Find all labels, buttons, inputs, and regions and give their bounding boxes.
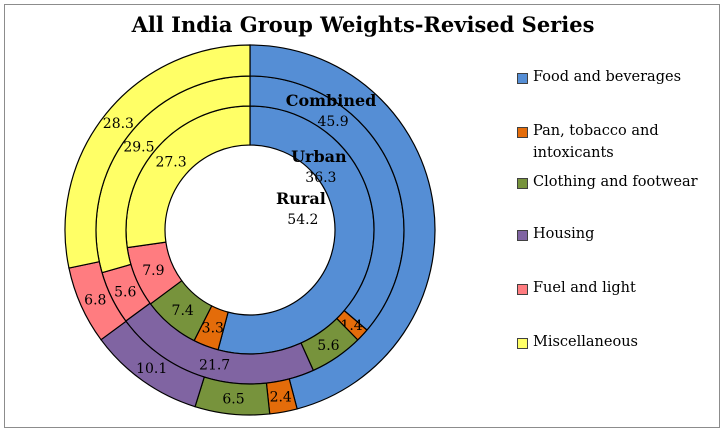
slice-combined-miscellaneous — [64, 44, 251, 269]
legend-label: Housing — [533, 226, 595, 242]
legend-swatch — [517, 73, 528, 84]
value-label-urban-fuel-and-light: 5.6 — [114, 284, 136, 300]
legend-label: Food and beverages — [533, 69, 682, 85]
legend-item-clothing-and-footwear: Clothing and footwear — [517, 171, 707, 193]
value-label-urban-miscellaneous: 29.5 — [123, 139, 154, 155]
legend-swatch — [517, 178, 528, 189]
value-label-combined-pan-tobacco-and-intoxicants: 2.4 — [270, 390, 292, 406]
value-label-combined-fuel-and-light: 6.8 — [84, 292, 106, 308]
value-label-rural-clothing-and-footwear: 7.4 — [172, 303, 194, 319]
legend-label: Clothing and footwear — [533, 174, 698, 190]
legend-label: Miscellaneous — [533, 334, 638, 350]
legend-label: Pan, tobacco and intoxicants — [533, 123, 659, 161]
legend-swatch — [517, 127, 528, 138]
legend-item-miscellaneous: Miscellaneous — [517, 331, 707, 353]
ring-name-rural: Rural — [276, 189, 326, 208]
slice-combined-food-and-beverages — [249, 44, 436, 410]
ring-name-urban: Urban — [291, 147, 347, 166]
legend-item-housing: Housing — [517, 223, 707, 245]
value-label-urban-food-and-beverages: 36.3 — [305, 170, 336, 186]
chart-title: All India Group Weights-Revised Series — [131, 12, 595, 37]
value-label-combined-miscellaneous: 28.3 — [103, 116, 134, 132]
value-label-rural-food-and-beverages: 54.2 — [287, 212, 318, 228]
legend-item-food-and-beverages: Food and beverages — [517, 66, 707, 88]
value-label-combined-housing: 10.1 — [136, 361, 167, 377]
value-label-combined-clothing-and-footwear: 6.5 — [222, 392, 244, 408]
value-label-combined-food-and-beverages: 45.9 — [317, 114, 348, 130]
legend-item-pan-tobacco-and-intoxicants: Pan, tobacco and intoxicants — [517, 120, 707, 164]
value-label-rural-pan-tobacco-and-intoxicants: 3.3 — [202, 321, 224, 337]
legend-label: Fuel and light — [533, 280, 636, 296]
legend-swatch — [517, 284, 528, 295]
value-label-urban-clothing-and-footwear: 5.6 — [317, 338, 339, 354]
value-label-urban-housing: 21.7 — [199, 357, 230, 373]
ring-name-combined: Combined — [286, 91, 377, 110]
legend-swatch — [517, 230, 528, 241]
value-label-rural-miscellaneous: 27.3 — [155, 155, 186, 171]
legend-item-fuel-and-light: Fuel and light — [517, 277, 707, 299]
value-label-rural-fuel-and-light: 7.9 — [142, 263, 164, 279]
legend-swatch — [517, 338, 528, 349]
